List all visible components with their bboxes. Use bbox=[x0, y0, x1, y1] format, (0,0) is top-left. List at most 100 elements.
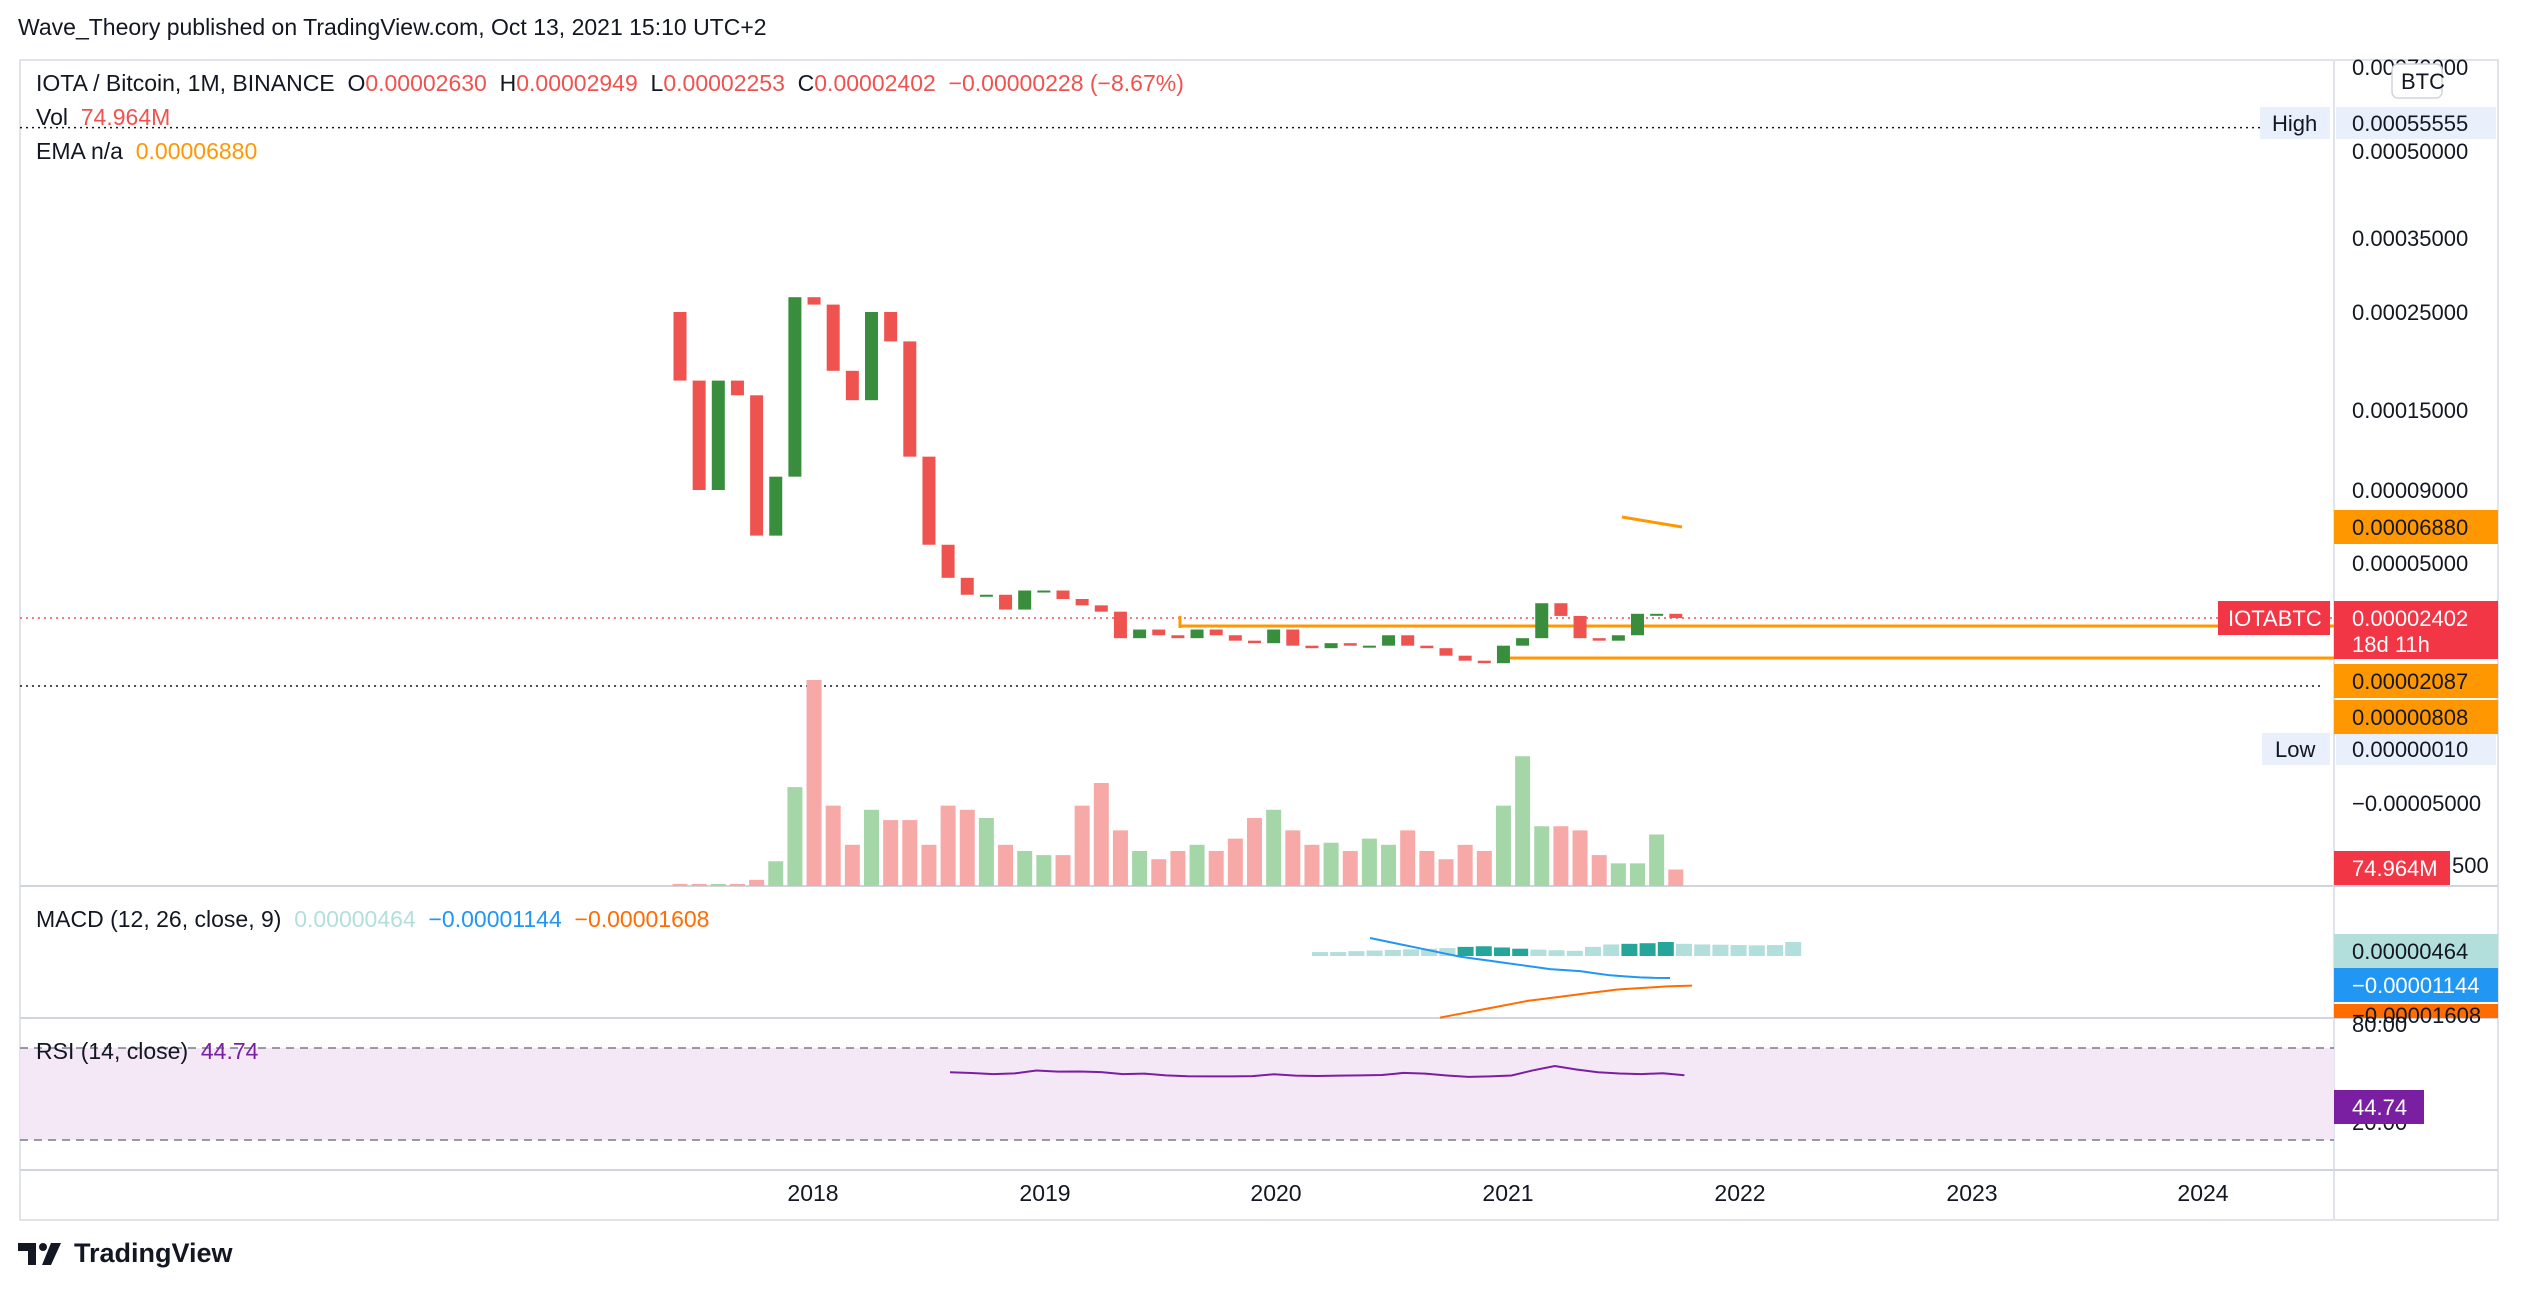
time-axis-label: 2018 bbox=[787, 1180, 838, 1206]
currency-label: BTC bbox=[2401, 69, 2445, 94]
low-value: 0.00002253 bbox=[663, 70, 785, 96]
macd-histogram-bar bbox=[1694, 944, 1711, 956]
macd-hist-tag-text: 0.00000464 bbox=[2352, 939, 2468, 964]
rsi-legend[interactable]: RSI (14, close) 44.74 bbox=[36, 1038, 258, 1065]
last-price-tag-text: 0.00002402 bbox=[2352, 606, 2468, 631]
macd-hist-tag bbox=[2334, 934, 2498, 968]
time-axis-label: 2023 bbox=[1946, 1180, 1997, 1206]
close-label: C bbox=[797, 70, 815, 96]
volume-bar bbox=[940, 805, 956, 886]
volume-bar bbox=[672, 883, 688, 886]
macd-histogram-bar bbox=[1748, 945, 1765, 956]
volume-bar bbox=[1591, 855, 1607, 886]
symbol-name: IOTA / Bitcoin, 1M, BINANCE bbox=[36, 70, 335, 96]
rsi-label: RSI (14, close) bbox=[36, 1038, 189, 1064]
macd-histogram-bar bbox=[1366, 950, 1383, 956]
rsi-value-tag bbox=[2334, 1090, 2424, 1124]
volume-bar bbox=[1093, 783, 1109, 886]
candle-body bbox=[1343, 643, 1357, 646]
low-label-box bbox=[2262, 733, 2330, 765]
candle-body bbox=[941, 544, 955, 578]
macd-label: MACD (12, 26, close, 9) bbox=[36, 906, 282, 932]
price-axis-tick: 0.00035000 bbox=[2352, 226, 2468, 251]
rsi-band-fill bbox=[20, 1048, 2334, 1140]
macd-histogram-bar bbox=[1639, 943, 1656, 956]
macd-signal-tag bbox=[2334, 1004, 2498, 1018]
volume-bar bbox=[1342, 850, 1358, 886]
macd-line-tag bbox=[2334, 968, 2498, 1002]
candle-body bbox=[1094, 605, 1108, 612]
macd-histogram-bar bbox=[1403, 949, 1419, 956]
brand-name: TradingView bbox=[74, 1238, 233, 1268]
volume-bar bbox=[978, 818, 994, 886]
volume-bar bbox=[1553, 826, 1569, 886]
volume-bar bbox=[1189, 844, 1205, 886]
tradingview-logo-icon bbox=[18, 1242, 61, 1265]
macd-histogram-bar bbox=[1439, 948, 1456, 956]
volume-bar bbox=[844, 844, 860, 886]
volume-bar bbox=[902, 820, 918, 886]
macd-histogram-bar bbox=[1548, 950, 1565, 956]
volume-bar bbox=[806, 680, 822, 886]
tradingview-brand[interactable]: TradingView bbox=[18, 1238, 233, 1269]
volume-bar bbox=[1495, 805, 1511, 886]
macd-histogram-bar bbox=[1767, 945, 1783, 956]
volume-value: 74.964M bbox=[80, 104, 171, 130]
volume-bar bbox=[1151, 859, 1167, 886]
symbol-tag-text: IOTABTC bbox=[2228, 606, 2322, 631]
macd-histogram-bar bbox=[1512, 948, 1529, 956]
candle-body bbox=[1535, 603, 1549, 639]
candle-body bbox=[1133, 629, 1147, 639]
volume-bar bbox=[1055, 855, 1071, 886]
candle-body bbox=[865, 312, 878, 401]
candle-body bbox=[1592, 638, 1606, 641]
candle-body bbox=[1382, 635, 1396, 646]
time-axis-label: 2021 bbox=[1482, 1180, 1533, 1206]
level-tag-1 bbox=[2334, 664, 2498, 698]
volume-tag bbox=[2334, 851, 2450, 885]
volume-bar bbox=[1112, 830, 1128, 886]
candle-body bbox=[922, 456, 936, 545]
time-axis-label: 2022 bbox=[1714, 1180, 1765, 1206]
candle-body bbox=[730, 380, 744, 396]
volume-bar bbox=[959, 809, 975, 886]
price-axis-tick: 0.00050000 bbox=[2352, 139, 2468, 164]
volume-bar bbox=[1304, 844, 1320, 886]
rsi-value-tag-text: 44.74 bbox=[2352, 1095, 2407, 1120]
candle-body bbox=[1056, 590, 1070, 599]
candle-body bbox=[788, 297, 802, 477]
time-axis-label: 2024 bbox=[2177, 1180, 2228, 1206]
low-label: L bbox=[650, 70, 664, 96]
macd-legend[interactable]: MACD (12, 26, close, 9) 0.00000464 −0.00… bbox=[36, 906, 709, 933]
open-value: 0.00002630 bbox=[365, 70, 487, 96]
change-value: −0.00000228 (−8.67%) bbox=[948, 70, 1184, 96]
candle-body bbox=[903, 341, 917, 457]
candle-body bbox=[845, 370, 859, 401]
high-label: High bbox=[2272, 111, 2317, 136]
macd-histogram-bar bbox=[1676, 943, 1692, 956]
volume-label: Vol bbox=[36, 104, 68, 130]
candle-body bbox=[1573, 615, 1587, 639]
ema-line bbox=[1621, 515, 1683, 529]
symbol-legend[interactable]: IOTA / Bitcoin, 1M, BINANCE O0.00002630 … bbox=[36, 70, 1184, 97]
candle-body bbox=[1611, 635, 1625, 641]
volume-bar bbox=[1036, 855, 1052, 886]
volume-bar bbox=[749, 879, 765, 886]
candle-body bbox=[807, 297, 821, 305]
macd-histogram-bar bbox=[1330, 952, 1347, 956]
price-axis-tick: 0.00025000 bbox=[2352, 300, 2468, 325]
candle-body bbox=[1171, 635, 1185, 639]
macd-histogram-bar bbox=[1475, 946, 1492, 956]
candle-body bbox=[1439, 648, 1453, 656]
high-label-box bbox=[2260, 107, 2330, 139]
volume-bar bbox=[1285, 830, 1301, 886]
volume-bar bbox=[1572, 830, 1588, 886]
rsi-upper-tick: 80.00 bbox=[2352, 1012, 2407, 1037]
volume-bar bbox=[883, 820, 899, 886]
volume-legend[interactable]: Vol 74.964M bbox=[36, 104, 170, 131]
macd-histogram-bar bbox=[1384, 949, 1401, 956]
ema-legend[interactable]: EMA n/a 0.00006880 bbox=[36, 138, 257, 165]
candle-body bbox=[960, 577, 974, 595]
candle-body bbox=[673, 312, 687, 381]
